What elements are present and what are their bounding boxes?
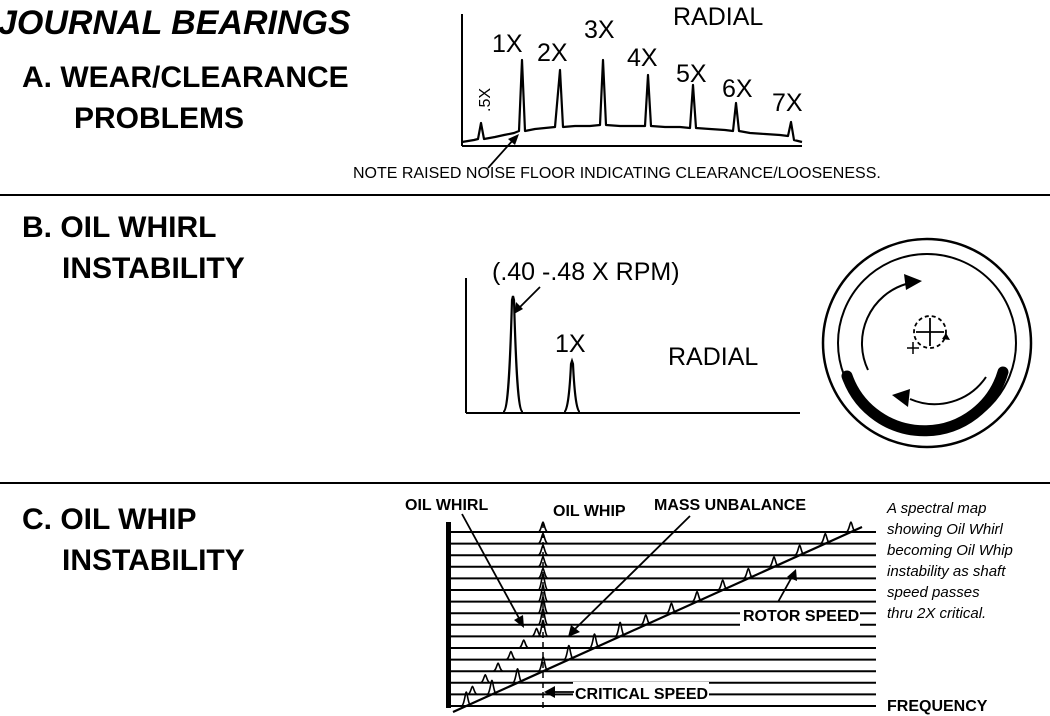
section-c-heading-line2: INSTABILITY (62, 544, 245, 577)
peak-label-6x: 6X (722, 75, 753, 103)
spectral-map-caption: A spectral map showing Oil Whirl becomin… (886, 500, 1013, 622)
spectral-map: OIL WHIRL OIL WHIP MASS UNBALANCE ROTOR … (404, 493, 988, 715)
peak-label-3x: 3X (584, 16, 615, 44)
section-b-1x-peak (562, 357, 582, 414)
critical-speed-pointer-head (544, 686, 555, 698)
page-title: JOURNAL BEARINGS (0, 4, 351, 42)
mass-unbalance-label: MASS UNBALANCE (654, 497, 806, 514)
rotation-arrowhead-bottom (892, 389, 910, 407)
section-b-spectrum: (.40 -.48 X RPM) 1X RADIAL (465, 258, 800, 414)
bearing-cross-section (821, 237, 1033, 449)
caption-line: showing Oil Whirl (887, 521, 1004, 538)
spectral-peak (480, 673, 491, 684)
spectral-map-y-axis (446, 522, 451, 708)
mass-unbalance-pointer-head (568, 625, 580, 637)
rotor-speed-line (452, 525, 863, 714)
noise-floor-arrow (487, 138, 515, 169)
oil-whirl-arrowhead (514, 302, 523, 314)
rotor-speed-label: ROTOR SPEED (743, 608, 859, 625)
oil-whirl-label: OIL WHIRL (405, 497, 488, 514)
caption-line: becoming Oil Whip (887, 542, 1013, 559)
frequency-label: FREQUENCY (887, 698, 988, 715)
section-b-radial-label: RADIAL (668, 343, 758, 371)
oil-whirl-pointer-head (514, 615, 524, 628)
spectral-peak (589, 633, 600, 649)
rotor-speed-label-bg (740, 604, 860, 626)
section-c-heading-line1: C. OIL WHIP (22, 503, 196, 536)
section-a-heading-line2: PROBLEMS (74, 102, 244, 135)
spectral-peak (460, 691, 472, 707)
rotor-speed-pointer-head (787, 569, 797, 581)
peak-label-7x: 7X (772, 89, 803, 117)
mass-unbalance-pointer (573, 515, 691, 631)
caption-line: instability as shaft (887, 563, 1006, 580)
section-a-heading-line1: A. WEAR/CLEARANCE (22, 61, 349, 94)
caption-line: A spectral map (886, 500, 987, 517)
whirl-orbit (913, 315, 947, 349)
peak-label-2x: 2X (537, 39, 568, 67)
bearing-housing-outer (821, 237, 1033, 449)
oil-film-wedge (841, 366, 1009, 437)
section-a-spectrum-trace (461, 58, 803, 144)
shaft-rotation-arc-left (861, 283, 907, 371)
oil-whip-label: OIL WHIP (553, 503, 626, 520)
caption-line: thru 2X critical. (887, 605, 986, 622)
section-a-radial-label: RADIAL (673, 3, 763, 31)
spectral-peak (467, 685, 478, 696)
spectral-peak (512, 667, 523, 684)
rotor-speed-pointer (777, 574, 794, 603)
spectral-peak (614, 621, 626, 638)
critical-speed-label: CRITICAL SPEED (575, 686, 708, 703)
noise-floor-note: NOTE RAISED NOISE FLOOR INDICATING CLEAR… (353, 165, 881, 182)
spectral-peak (563, 644, 575, 661)
spectral-peak (537, 619, 549, 638)
shaft-rotation-arc-right (909, 376, 987, 406)
section-b-1x-label: 1X (555, 330, 586, 358)
rotation-arrowhead-top (904, 274, 922, 290)
orbit-arrowhead (942, 333, 950, 340)
oil-whirl-arrow (517, 286, 541, 310)
oil-whirl-pointer (461, 513, 521, 621)
peak-label-5x: 5X (676, 60, 707, 88)
section-a-spectrum: RADIAL .5X 1X 2X 3X 4X 5X 6X 7X NOTE RAI… (353, 3, 881, 182)
oil-whirl-peak (501, 295, 525, 414)
section-b-heading-line1: B. OIL WHIRL (22, 211, 216, 244)
critical-speed-label-bg (573, 682, 709, 704)
spectral-peak (492, 662, 504, 672)
spectral-peak (537, 607, 549, 626)
spectral-peak (505, 650, 517, 661)
section-b-heading-line2: INSTABILITY (62, 252, 245, 285)
oil-whirl-frequency-label: (.40 -.48 X RPM) (492, 258, 680, 286)
oil-whirl-label-bg (404, 493, 494, 513)
spectral-peak (486, 679, 498, 696)
peak-label-4x: 4X (627, 44, 658, 72)
noise-floor-arrowhead (508, 134, 519, 145)
spectral-peak (537, 567, 549, 580)
caption-line: speed passes (887, 584, 980, 601)
peak-label-half-x: .5X (477, 88, 494, 112)
spectral-peak (518, 639, 529, 649)
peak-label-1x: 1X (492, 30, 523, 58)
